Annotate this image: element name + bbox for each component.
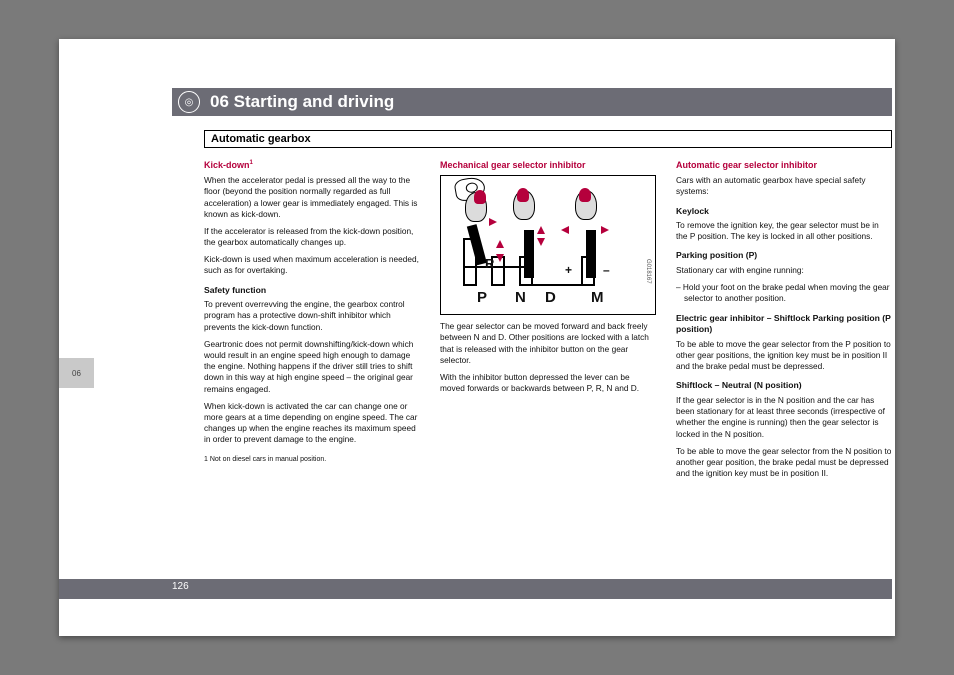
manual-page: ◎ 06 Starting and driving Automatic gear… <box>59 39 895 636</box>
arrow-icon <box>489 218 497 226</box>
rail-bridge <box>519 284 595 286</box>
heading-keylock: Keylock <box>676 206 892 218</box>
arrow-icon <box>561 226 569 234</box>
gear-lever <box>586 230 596 278</box>
gear-label-m: M <box>591 288 604 308</box>
arrow-icon <box>537 226 545 234</box>
heading-automatic: Automatic gear selector inhibitor <box>676 159 892 171</box>
column-1: Kick-down1 When the accelerator pedal is… <box>204 159 420 559</box>
gear-selector-figure: P R N D M + – G018167 <box>440 175 656 315</box>
heading-safety: Safety function <box>204 285 420 297</box>
gear-lever <box>524 230 534 278</box>
para: When the accelerator pedal is pressed al… <box>204 175 420 220</box>
para: Stationary car with engine running: <box>676 265 892 276</box>
para: Geartronic does not permit downshifting/… <box>204 339 420 395</box>
para: To be able to move the gear selector fro… <box>676 339 892 373</box>
inhibitor-button <box>517 188 529 202</box>
gear-label-d: D <box>545 288 556 308</box>
heading-mechanical: Mechanical gear selector inhibitor <box>440 159 656 171</box>
para: To remove the ignition key, the gear sel… <box>676 220 892 242</box>
chapter-number: 06 <box>210 92 229 111</box>
rail-bridge <box>463 266 533 268</box>
figure-ref: G018167 <box>644 259 652 284</box>
heading-shiftlock-n: Shiftlock – Neutral (N position) <box>676 380 892 392</box>
heading-kickdown: Kick-down1 <box>204 159 420 171</box>
gear-label-r: R <box>485 255 494 273</box>
chapter-bar: ◎ 06 Starting and driving <box>172 88 892 116</box>
gear-minus: – <box>603 262 610 278</box>
gear-label-n: N <box>515 288 526 308</box>
arrow-icon <box>537 238 545 246</box>
heading-parking: Parking position (P) <box>676 250 892 262</box>
para: The gear selector can be moved forward a… <box>440 321 656 366</box>
para: If the gear selector is in the N positio… <box>676 395 892 440</box>
para: If the accelerator is released from the … <box>204 226 420 248</box>
para: Cars with an automatic gearbox have spec… <box>676 175 892 197</box>
inhibitor-button <box>474 190 486 204</box>
column-3: Automatic gear selector inhibitor Cars w… <box>676 159 892 559</box>
arrow-icon <box>601 226 609 234</box>
gear-label-p: P <box>477 288 487 308</box>
heading-shiftlock-p: Electric gear inhibitor – Shiftlock Park… <box>676 313 892 336</box>
inhibitor-button <box>579 188 591 202</box>
arrow-icon <box>496 240 504 248</box>
content-columns: Kick-down1 When the accelerator pedal is… <box>204 159 892 559</box>
heading-text: Kick-down <box>204 160 250 170</box>
section-heading: Automatic gearbox <box>204 130 892 148</box>
bullet-list: Hold your foot on the brake pedal when m… <box>676 282 892 304</box>
arrow-icon <box>496 254 504 262</box>
para: When kick-down is activated the car can … <box>204 401 420 446</box>
chapter-name: Starting and driving <box>234 92 395 111</box>
list-item: Hold your foot on the brake pedal when m… <box>676 282 892 304</box>
footnote: 1 Not on diesel cars in manual position. <box>204 455 420 464</box>
para: With the inhibitor button depressed the … <box>440 372 656 394</box>
heading-sup: 1 <box>250 160 253 166</box>
side-tab: 06 <box>59 358 94 388</box>
page-number: 126 <box>172 581 189 592</box>
para: To be able to move the gear selector fro… <box>676 446 892 480</box>
gear-plus: + <box>565 262 572 278</box>
steering-wheel-icon: ◎ <box>178 91 200 113</box>
para: To prevent overrevving the engine, the g… <box>204 299 420 333</box>
column-2: Mechanical gear selector inhibitor <box>440 159 656 559</box>
chapter-title: 06 Starting and driving <box>210 92 394 112</box>
para: Kick-down is used when maximum accelerat… <box>204 254 420 276</box>
